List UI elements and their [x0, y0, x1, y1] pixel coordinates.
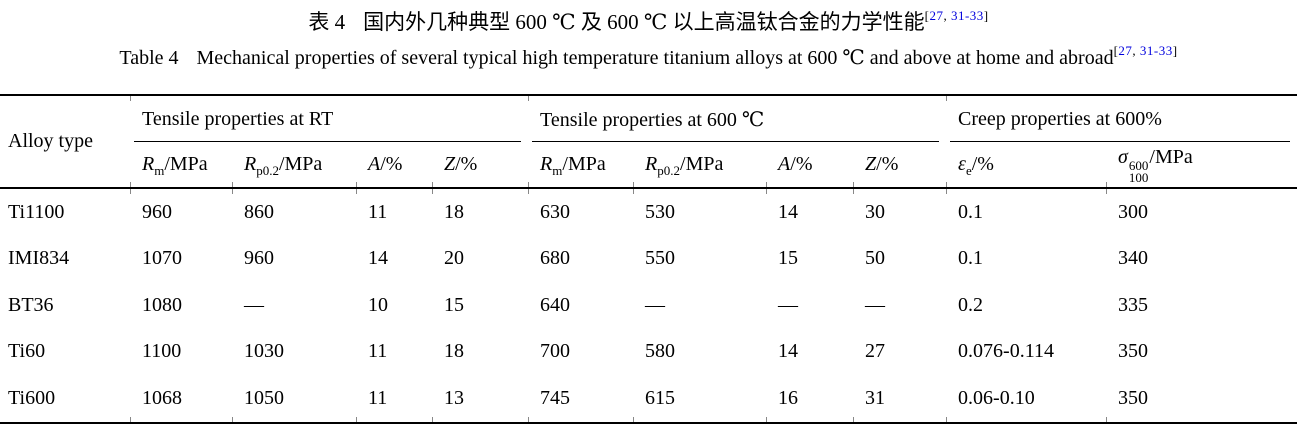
- cell-value: 13: [432, 375, 529, 423]
- cell-value: 15: [778, 247, 799, 270]
- column-header-z-600: Z/%: [853, 142, 947, 189]
- citation-link[interactable]: 27: [929, 8, 944, 23]
- cell-value: 20: [444, 247, 464, 270]
- table-number-zh: 表 4: [308, 10, 346, 34]
- group-header-tensile-rt: Tensile properties at RT: [130, 95, 529, 142]
- cell-value: 30: [853, 188, 947, 236]
- cell-value: 11: [368, 340, 388, 363]
- citation-link[interactable]: 31-33: [950, 8, 984, 23]
- cell-value: 14: [368, 247, 388, 270]
- alloy-name: BT36: [8, 293, 54, 316]
- cell-value: 11: [356, 375, 432, 423]
- table-body: Ti1100 960 860 11 18 630 530 14 30 0.1 300 IMI834 10…: [0, 188, 1297, 423]
- table-row: BT36 1080 — 10 15 640 — — — 0.2 335: [0, 282, 1297, 329]
- cell-value: —: [244, 293, 264, 316]
- column-header-z-rt: Z/%: [432, 142, 529, 189]
- cell-value: 960: [244, 247, 274, 270]
- sigma-sup-sub: 600 100: [1128, 157, 1149, 185]
- group-header-row: Alloy type Tensile properties at RT Tens…: [0, 95, 1297, 189]
- cell-value: 680: [540, 247, 571, 270]
- cell-value: 0.2: [958, 293, 984, 316]
- cell-value: 1080: [142, 293, 182, 316]
- table-caption-zh: 国内外几种典型 600 ℃ 及 600 ℃ 以上高温钛合金的力学性能: [363, 10, 925, 34]
- citation-ref-zh: [27, 31-33]: [924, 8, 989, 23]
- cell-value: 50: [865, 247, 886, 270]
- citation-link[interactable]: 27: [1118, 43, 1133, 59]
- cell-value: 960: [130, 188, 232, 236]
- group-header-tensile-600: Tensile properties at 600 ℃: [528, 95, 947, 142]
- cell-value: —: [645, 293, 666, 316]
- cell-value: 1030: [244, 340, 284, 363]
- cell-value: 1070: [142, 247, 182, 270]
- table-row: Ti1100 960 860 11 18 630 530 14 30 0.1 300: [0, 188, 1297, 236]
- cell-value: 700: [540, 340, 571, 363]
- column-header-sigma-creep: σ 600 100/MPa: [1106, 142, 1297, 189]
- cell-value: 340: [1118, 247, 1149, 270]
- cell-value: 18: [432, 188, 529, 236]
- table-caption-en: Mechanical properties of several typical…: [196, 47, 1114, 69]
- cell-value: —: [865, 293, 886, 316]
- column-header-alloy-type: Alloy type: [0, 95, 130, 189]
- cell-value: 335: [1118, 293, 1149, 316]
- column-header-rm-rt: Rm/MPa: [130, 142, 232, 189]
- cell-value: —: [778, 293, 799, 316]
- cell-value: 1068: [130, 375, 232, 423]
- table-title-en: Table 4 Mechanical properties of several …: [0, 42, 1297, 74]
- cell-value: 0.1: [946, 188, 1107, 236]
- properties-table: Alloy type Tensile properties at RT Tens…: [0, 94, 1297, 424]
- table-number-en: Table 4: [119, 47, 179, 69]
- cell-value: 580: [645, 340, 676, 363]
- cell-value: 14: [778, 340, 799, 363]
- table-row: Ti60 1100 1030 11 18 700 580 14 27 0.076-0.114 350: [0, 329, 1297, 376]
- cell-value: 530: [633, 188, 767, 236]
- cell-value: 550: [645, 247, 676, 270]
- cell-value: 350: [1106, 375, 1297, 423]
- cell-value: 16: [766, 375, 854, 423]
- alloy-name: Ti1100: [8, 200, 65, 223]
- cell-value: 31: [853, 375, 947, 423]
- alloy-name: IMI834: [8, 247, 70, 270]
- column-header-rp02-600: Rp0.2/MPa: [633, 142, 767, 189]
- cell-value: 300: [1106, 188, 1297, 236]
- table-row: IMI834 1070 960 14 20 680 550 15 50 0.1 340: [0, 236, 1297, 283]
- column-header-epsilon-creep: εe/%: [946, 142, 1107, 189]
- alloy-name: Ti60: [8, 340, 46, 363]
- column-header-rm-600: Rm/MPa: [528, 142, 634, 189]
- cell-value: 1100: [142, 340, 182, 363]
- cell-value: 15: [444, 293, 464, 316]
- cell-value: 0.06-0.10: [946, 375, 1107, 423]
- column-header-a-rt: A/%: [356, 142, 432, 189]
- table-title-zh: 表 4 国内外几种典型 600 ℃ 及 600 ℃ 以上高温钛合金的力学性能[27…: [0, 6, 1297, 38]
- cell-value: 745: [528, 375, 634, 423]
- cell-value: 10: [368, 293, 388, 316]
- sub-header-row: Rm/MPa Rp0.2/MPa A/% Z/% Rm/MPa Rp0.2/MP…: [0, 142, 1297, 189]
- cell-value: 14: [766, 188, 854, 236]
- cell-value: 1050: [232, 375, 356, 423]
- cell-value: 630: [528, 188, 634, 236]
- cell-value: 11: [356, 188, 432, 236]
- cell-value: 640: [540, 293, 571, 316]
- table-row: Ti600 1068 1050 11 13 745 615 16 31 0.06-0.10 350: [0, 375, 1297, 423]
- column-header-a-600: A/%: [766, 142, 854, 189]
- citation-link[interactable]: 31-33: [1139, 43, 1173, 59]
- cell-value: 27: [865, 340, 886, 363]
- cell-value: 18: [444, 340, 464, 363]
- cell-value: 0.076-0.114: [958, 340, 1054, 363]
- column-header-rp02-rt: Rp0.2/MPa: [232, 142, 356, 189]
- cell-value: 350: [1118, 340, 1149, 363]
- cell-value: 860: [232, 188, 356, 236]
- cell-value: 615: [633, 375, 767, 423]
- cell-value: 0.1: [958, 247, 984, 270]
- alloy-name: Ti600: [8, 386, 56, 409]
- citation-ref-en: [27, 31-33]: [1113, 43, 1178, 59]
- group-header-creep-600: Creep properties at 600%: [946, 95, 1297, 142]
